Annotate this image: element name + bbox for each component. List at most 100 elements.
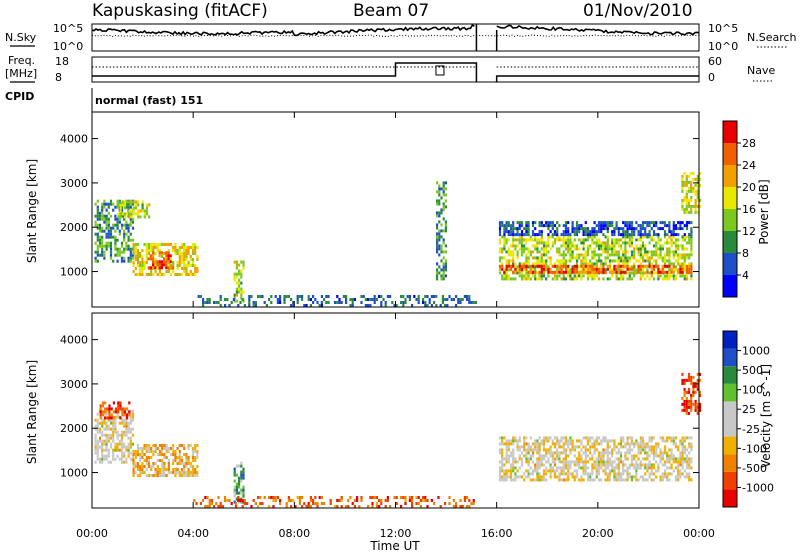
- range-cell: [139, 261, 142, 264]
- range-cell: [172, 450, 175, 453]
- range-cell: [564, 244, 568, 248]
- range-cell: [580, 259, 583, 263]
- range-cell: [674, 238, 678, 242]
- range-cell: [606, 445, 609, 449]
- range-cell: [442, 229, 445, 233]
- range-cell: [436, 244, 439, 248]
- range-cell: [690, 466, 693, 470]
- range-cell: [503, 436, 506, 440]
- range-cell: [108, 404, 111, 408]
- range-cell: [608, 270, 612, 274]
- range-cell: [120, 439, 124, 443]
- range-cell: [690, 250, 693, 254]
- nsky-tick-low: 10^0: [53, 40, 83, 53]
- range-cell: [553, 264, 557, 268]
- range-cell: [129, 421, 132, 425]
- range-cell: [191, 243, 195, 246]
- range-cell: [549, 224, 552, 228]
- range-cell: [672, 241, 675, 245]
- range-cell: [534, 445, 537, 449]
- range-cell: [560, 445, 563, 449]
- range-cell: [582, 241, 585, 245]
- range-cell: [507, 460, 510, 464]
- range-cell: [613, 466, 616, 470]
- range-cell: [617, 460, 620, 464]
- range-cell: [137, 200, 140, 204]
- range-cell: [659, 221, 662, 225]
- range-cell: [562, 478, 565, 482]
- range-cell: [578, 445, 581, 449]
- range-cell: [578, 451, 581, 455]
- range-cell: [180, 261, 184, 264]
- range-cell: [512, 478, 515, 482]
- range-cell: [696, 195, 699, 199]
- range-cell: [549, 436, 552, 440]
- range-cell: [94, 202, 97, 206]
- range-cell: [617, 227, 620, 231]
- range-cell: [575, 267, 579, 271]
- range-cell: [400, 295, 403, 298]
- range-cell: [136, 261, 140, 264]
- nsearch-tick-low: 10^0: [708, 40, 738, 53]
- range-cell: [580, 262, 583, 266]
- range-cell: [466, 496, 469, 499]
- range-cell: [107, 448, 110, 452]
- range-cell: [573, 478, 576, 482]
- range-cell: [619, 244, 623, 248]
- range-cell: [650, 466, 653, 470]
- range-cell: [569, 241, 572, 245]
- range-cell: [672, 469, 675, 473]
- range-cell: [320, 301, 323, 304]
- range-cell: [103, 412, 106, 416]
- range-cell: [498, 250, 502, 254]
- range-cell: [617, 268, 620, 272]
- range-cell: [690, 457, 693, 461]
- range-cell: [567, 445, 570, 449]
- range-cell: [367, 298, 370, 301]
- range-cell: [150, 468, 153, 471]
- range-cell: [520, 460, 524, 464]
- range-cell: [613, 264, 616, 268]
- range-cell: [630, 227, 634, 231]
- range-cell: [422, 499, 425, 502]
- range-cell: [128, 413, 131, 417]
- range-cell: [650, 253, 653, 257]
- range-cell: [670, 230, 673, 234]
- range-cell: [525, 460, 528, 464]
- range-cell: [94, 451, 97, 455]
- range-cell: [356, 499, 359, 502]
- range-cell: [553, 463, 557, 467]
- range-cell: [679, 463, 682, 467]
- range-cell: [604, 268, 607, 272]
- range-cell: [123, 451, 126, 455]
- range-cell: [509, 224, 513, 228]
- range-cell: [681, 198, 684, 202]
- range-cell: [584, 270, 587, 274]
- range-cell: [630, 475, 634, 479]
- range-cell: [683, 253, 686, 257]
- range-cell: [167, 261, 170, 264]
- range-cell: [677, 238, 680, 242]
- range-cell: [538, 274, 541, 278]
- range-cell: [536, 457, 539, 461]
- range-cell: [663, 475, 667, 479]
- range-cell: [685, 460, 689, 464]
- range-cell: [163, 447, 166, 450]
- range-cell: [101, 410, 104, 414]
- range-cell: [474, 301, 477, 304]
- range-cell: [545, 451, 548, 455]
- y-tick-label: 1000: [60, 467, 88, 480]
- range-cell: [442, 187, 445, 191]
- range-cell: [655, 445, 658, 449]
- range-cell: [688, 451, 691, 455]
- range-cell: [663, 448, 667, 452]
- range-cell: [242, 290, 245, 294]
- range-cell: [589, 235, 592, 239]
- range-cell: [639, 436, 642, 440]
- range-cell: [117, 200, 120, 204]
- range-cell: [536, 475, 539, 479]
- range-cell: [681, 186, 684, 190]
- range-cell: [635, 454, 638, 458]
- range-cell: [641, 442, 645, 446]
- range-cell: [444, 304, 447, 307]
